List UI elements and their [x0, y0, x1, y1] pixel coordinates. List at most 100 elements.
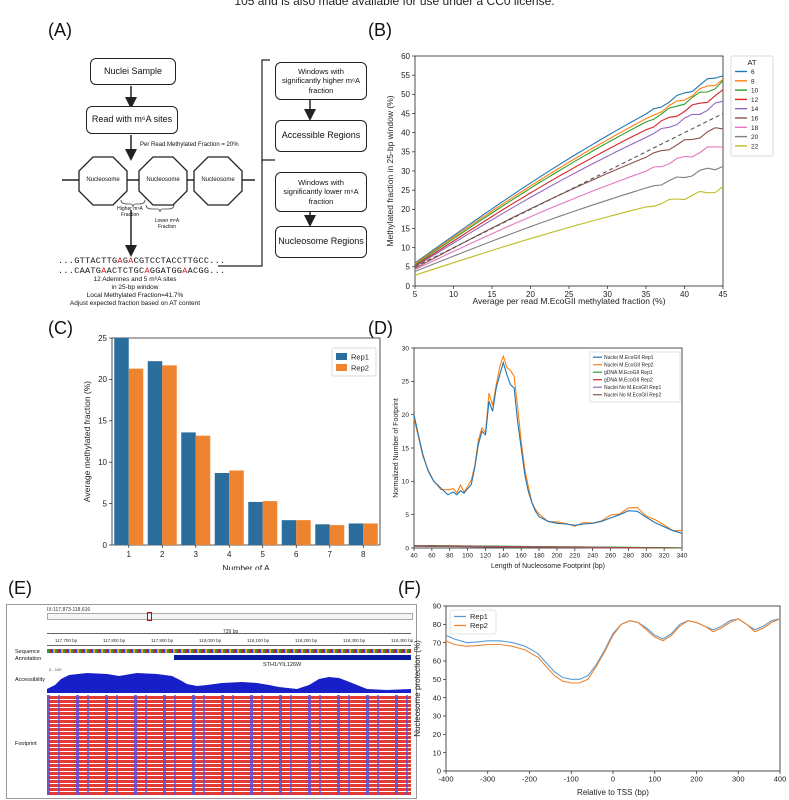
accessible-regions-box: Accessible Regions — [275, 120, 367, 152]
sequence-track-label: Sequence — [15, 649, 40, 655]
y-tick-label: 5 — [103, 499, 108, 508]
note-window: in 25-bp window — [111, 284, 159, 292]
footprint-track — [47, 695, 411, 795]
nucleosome-octagon-1 — [78, 156, 128, 206]
y-tick-label: 20 — [98, 375, 107, 384]
legend-box — [589, 351, 681, 403]
x-tick-label: 160 — [516, 553, 527, 560]
nucleosome-octagon-2 — [138, 156, 188, 206]
y-tick-label: 50 — [433, 675, 441, 684]
y-tick-label: 30 — [402, 345, 410, 352]
legend-label-22: 22 — [751, 143, 759, 150]
y-tick-label: 0 — [405, 545, 409, 552]
flowchart-connectors — [62, 59, 316, 267]
seq1-part: ...GTTACTTG — [58, 256, 118, 266]
legend-label-12: 12 — [751, 97, 759, 104]
igv-ruler-tick-label: 117,900 bp — [151, 638, 174, 643]
nucleosome-label-1: Nucleosome — [86, 177, 120, 183]
y-axis-label: Average methylated fraction (%) — [82, 381, 92, 502]
x-tick-label: 220 — [569, 553, 580, 560]
y-tick-label: 15 — [402, 445, 410, 452]
y-axis-label: Nucleosome protection (%) — [413, 640, 422, 737]
series-line-6 — [413, 545, 682, 549]
series-line-at-8 — [414, 78, 724, 265]
seq1-m6a: A — [128, 256, 134, 266]
note-adjust: Adjust expected fraction based on AT con… — [69, 300, 201, 308]
x-tick-label: 300 — [732, 775, 745, 784]
chart-d: 40 60 80 100 120 140 160 180 200 220 240 260 280 300 3… — [393, 345, 688, 570]
lower-fraction-box: Windows with significantly lower m⁶A fra… — [275, 172, 367, 212]
panel-label-f: (F) — [398, 578, 421, 598]
x-tick-label: -100 — [564, 775, 579, 784]
x-tick-label: 300 — [641, 553, 652, 560]
y-tick-label: 60 — [433, 657, 441, 666]
y-tick-label: 0 — [437, 767, 441, 776]
panel-label-d: (D) — [368, 318, 393, 338]
y-tick-label: 0 — [103, 541, 108, 550]
bar-rep1-6 — [281, 520, 297, 545]
legend-label-rep1: Rep1 — [351, 353, 369, 362]
x-tick-label: -200 — [522, 775, 537, 784]
read-m6a-box: Read with m⁶A sites — [86, 106, 178, 134]
x-axis-label: Relative to TSS (bp) — [577, 788, 649, 797]
bar-rep2-8 — [363, 523, 378, 545]
y-tick-label: 30 — [433, 712, 441, 721]
x-tick-label: 200 — [552, 553, 563, 560]
y-tick-label: 45 — [401, 109, 410, 118]
igv-length: 739 bp — [223, 629, 239, 635]
legend-label-rep2: Rep2 — [351, 364, 369, 373]
y-tick-label: 90 — [433, 602, 441, 611]
x-tick-label: -400 — [438, 775, 453, 784]
nuclei-sample-box: Nuclei Sample — [90, 58, 176, 85]
y-tick-label: 25 — [402, 379, 410, 386]
y-tick-label: 40 — [433, 693, 441, 702]
chart-f: -400 -300 -200 -100 0 100 200 300 400 0 10 20 30 40 50… — [413, 602, 786, 797]
x-tick-label: 260 — [605, 553, 616, 560]
x-tick-label: 40 — [680, 290, 689, 299]
bar-rep2-4 — [229, 470, 244, 545]
bar-rep2-2 — [162, 365, 177, 545]
y-tick-label: 25 — [98, 334, 107, 343]
seq1-m6a: A — [117, 256, 123, 266]
y-axis-label: Normalized Number of Footprint — [393, 398, 400, 498]
seq2-part: GGATGG — [149, 266, 183, 276]
igv-ruler-tick-label: 118,000 bp — [199, 638, 222, 643]
series-line-at-20 — [414, 165, 724, 272]
seq2-part: ...CAATG — [58, 266, 102, 276]
legend-label-1: Nuclei M.EcoGII Rep2 — [604, 363, 654, 369]
y-tick-label: 30 — [401, 167, 410, 176]
seq2-part: ACTCTGC — [106, 266, 145, 276]
legend-label-14: 14 — [751, 106, 759, 113]
bar-rep2-1 — [128, 368, 144, 545]
x-axis-label: Length of Nucleosome Footprint (bp) — [491, 563, 605, 570]
series-line-nuclei-rep2 — [413, 354, 683, 532]
legend-label-8: 8 — [751, 78, 755, 85]
legend-label-rep2: Rep2 — [470, 621, 488, 630]
series-line-at-12 — [414, 89, 724, 267]
igv-ruler-tick-label: 118,300 bp — [343, 638, 366, 643]
x-tick-label: 340 — [677, 553, 688, 560]
x-tick-label: 15 — [488, 290, 497, 299]
igv-ruler-line — [47, 645, 411, 646]
y-tick-label: 55 — [401, 71, 410, 80]
x-tick-label: 20 — [526, 290, 535, 299]
y-tick-label: 35 — [401, 148, 410, 157]
seq1-part: CGTCCTACCTTGCC... — [133, 256, 226, 266]
x-tick-label: 120 — [480, 553, 491, 560]
diagonal-reference-line — [414, 113, 724, 268]
series-line-at-22 — [414, 186, 724, 276]
y-tick-label: 60 — [401, 52, 410, 61]
bar-rep1-1 — [114, 338, 129, 545]
x-tick-label: 35 — [642, 290, 651, 299]
y-tick-label: 20 — [402, 412, 410, 419]
series-line-at-10 — [414, 80, 724, 266]
x-tick-label: 0 — [611, 775, 615, 784]
series-line-nuclei-rep1 — [413, 360, 683, 534]
y-tick-label: 10 — [401, 243, 410, 252]
panel-label-c: (C) — [48, 318, 73, 338]
legend-label-20: 20 — [751, 134, 759, 141]
legend-label-4: Nuclei No M.EcoGII Rep1 — [604, 385, 661, 391]
legend-title: AT — [747, 58, 756, 67]
x-tick-label: 140 — [498, 553, 509, 560]
y-tick-label: 20 — [433, 730, 441, 739]
